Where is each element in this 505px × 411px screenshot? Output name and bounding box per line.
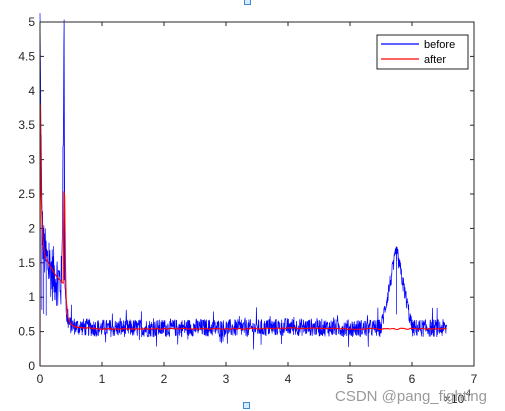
y-tick-label: 1.5	[18, 256, 35, 270]
y-tick-label: 0	[28, 359, 35, 373]
x-exponent-label: ×10	[444, 392, 465, 406]
y-tick-label: 1	[28, 290, 35, 304]
x-tick-label: 0	[37, 372, 44, 386]
x-tick-label: 3	[223, 372, 230, 386]
y-tick-label: 5	[28, 15, 35, 29]
x-exponent-power: 4	[466, 388, 471, 398]
legend-box	[376, 34, 469, 70]
x-tick-label: 7	[471, 372, 478, 386]
legend-label-after: after	[424, 54, 446, 66]
legend[interactable]: before after	[376, 34, 469, 70]
y-tick-label: 3.5	[18, 118, 35, 132]
y-tick-label: 2.5	[18, 187, 35, 201]
x-tick-labels: 0 1 2 3 4 5 6 7	[37, 372, 478, 386]
plot-area	[40, 22, 474, 366]
x-tick-label: 1	[99, 372, 106, 386]
y-tick-label: 2	[28, 221, 35, 235]
y-tick-label: 0.5	[18, 325, 35, 339]
x-tick-label: 4	[285, 372, 292, 386]
bottom-resize-handle[interactable]	[243, 402, 250, 409]
y-tick-label: 3	[28, 153, 35, 167]
x-tick-label: 2	[161, 372, 168, 386]
tick-marks	[39, 21, 475, 367]
y-tick-label: 4.5	[18, 49, 35, 63]
top-resize-handle[interactable]	[244, 0, 251, 5]
y-tick-label: 4	[28, 84, 35, 98]
series-line-after	[39, 104, 447, 367]
watermark-text: CSDN @pang_fighting	[335, 388, 487, 405]
legend-label-before: before	[424, 39, 455, 51]
x-tick-label: 6	[409, 372, 416, 386]
x-tick-label: 5	[347, 372, 354, 386]
y-tick-labels: 0 0.5 1 1.5 2 2.5 3 3.5 4 4.5 5	[18, 15, 35, 373]
axes-box	[39, 21, 475, 367]
